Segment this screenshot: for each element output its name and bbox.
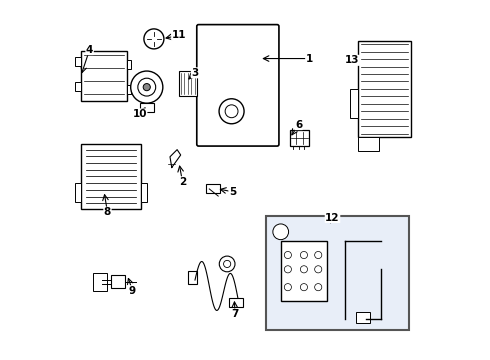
Bar [127, 85, 131, 94]
Bar [188, 271, 197, 284]
Circle shape [143, 84, 150, 91]
Bar [179, 71, 197, 96]
Bar [75, 57, 81, 66]
Bar [358, 137, 379, 152]
Circle shape [300, 251, 308, 258]
Circle shape [219, 99, 244, 124]
Bar [206, 184, 220, 193]
Text: 6: 6 [295, 120, 302, 130]
Bar [350, 89, 358, 118]
Bar [111, 275, 125, 288]
Circle shape [284, 251, 292, 258]
Text: 10: 10 [132, 109, 147, 119]
Circle shape [225, 105, 238, 118]
FancyBboxPatch shape [197, 24, 279, 146]
Bar [75, 82, 81, 91]
Circle shape [284, 284, 292, 291]
Bar [81, 51, 127, 102]
Circle shape [300, 284, 308, 291]
Text: 9: 9 [129, 286, 136, 296]
Text: 12: 12 [325, 212, 340, 222]
Bar [140, 103, 154, 112]
Bar [229, 298, 243, 307]
Bar [358, 41, 411, 137]
Circle shape [131, 71, 163, 103]
Circle shape [220, 256, 235, 272]
Circle shape [273, 224, 289, 240]
Circle shape [223, 260, 231, 267]
Bar [75, 183, 81, 202]
Circle shape [138, 78, 156, 96]
Text: 8: 8 [104, 207, 111, 217]
Circle shape [284, 266, 292, 273]
Bar [81, 144, 142, 208]
Circle shape [315, 251, 322, 258]
Text: 5: 5 [229, 187, 236, 197]
Bar [281, 241, 327, 301]
Circle shape [144, 29, 164, 49]
Text: 13: 13 [345, 55, 360, 65]
Text: 1: 1 [306, 54, 313, 64]
Text: 3: 3 [192, 68, 198, 78]
Circle shape [315, 284, 322, 291]
Text: 7: 7 [231, 309, 239, 319]
FancyBboxPatch shape [267, 216, 409, 330]
Bar [142, 183, 147, 202]
Bar [127, 60, 131, 69]
Text: 2: 2 [179, 177, 186, 187]
Bar [356, 312, 370, 323]
Bar [290, 130, 309, 146]
Text: 4: 4 [86, 45, 93, 55]
Circle shape [315, 266, 322, 273]
Circle shape [300, 266, 308, 273]
Bar [93, 273, 107, 291]
Text: 11: 11 [172, 30, 186, 40]
